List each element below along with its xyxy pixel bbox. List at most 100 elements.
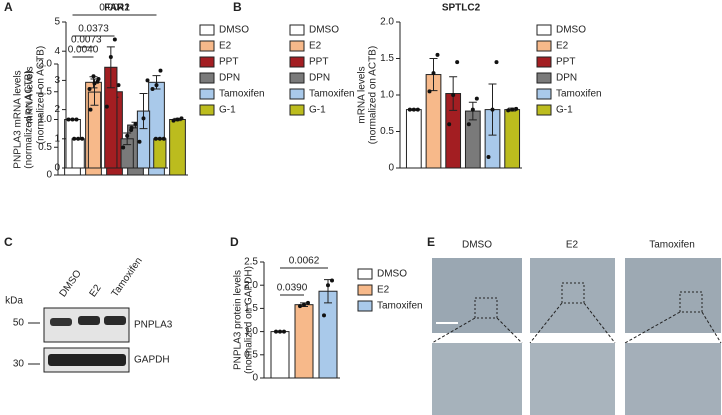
data-point bbox=[96, 76, 101, 81]
legend-label: DMSO bbox=[309, 25, 339, 36]
data-point bbox=[76, 136, 81, 141]
data-point bbox=[474, 96, 479, 101]
chart-title: SPTLC2 bbox=[442, 3, 481, 14]
data-point bbox=[74, 117, 79, 122]
y-axis-label: PNPLA3 protein levels bbox=[233, 270, 244, 370]
data-point bbox=[133, 121, 138, 126]
p-value: 0.0073 bbox=[71, 35, 102, 46]
legend-label: Tamoxifen bbox=[377, 301, 423, 312]
data-point bbox=[506, 108, 511, 113]
data-point bbox=[171, 118, 176, 123]
legend-swatch bbox=[199, 40, 215, 52]
data-point bbox=[298, 304, 302, 309]
data-point bbox=[153, 136, 158, 141]
legend-label: E2 bbox=[377, 285, 390, 296]
data-point bbox=[70, 117, 75, 122]
legend-label: Tamoxifen bbox=[309, 89, 355, 100]
column-label: DMSO bbox=[462, 240, 492, 251]
legend-label: E2 bbox=[219, 41, 232, 52]
legend-swatch bbox=[536, 104, 552, 116]
legend-swatch bbox=[199, 72, 215, 84]
bar bbox=[270, 331, 290, 379]
y-tick-label: 1.5 bbox=[244, 303, 258, 314]
p-value: 0.0390 bbox=[277, 283, 308, 294]
data-point bbox=[411, 107, 416, 112]
chart: SPTLC2 mRNA levels (normalized on ACTB) 0 0.… bbox=[357, 3, 602, 174]
data-point bbox=[88, 107, 93, 112]
data-point bbox=[451, 93, 456, 97]
y-tick-label: 0.5 bbox=[38, 142, 52, 153]
bar bbox=[294, 304, 314, 379]
y-tick-label: 0 bbox=[388, 163, 394, 174]
legend-label: DPN bbox=[309, 73, 330, 84]
y-tick-label: 0 bbox=[252, 373, 258, 384]
data-point bbox=[466, 122, 471, 127]
zoom-box bbox=[474, 297, 498, 319]
legend-swatch bbox=[536, 72, 552, 84]
bar bbox=[71, 138, 85, 169]
data-point bbox=[158, 68, 163, 73]
lane-label: Tamoxifen bbox=[110, 256, 145, 300]
y-tick-label: 2 bbox=[54, 104, 60, 115]
bar bbox=[153, 138, 167, 169]
y-tick-label: 2.0 bbox=[244, 280, 258, 291]
y-tick-label: 0 bbox=[54, 163, 60, 174]
panel-letter: C bbox=[4, 235, 13, 249]
legend-label: PPT bbox=[219, 57, 238, 68]
data-point bbox=[490, 107, 495, 112]
data-point bbox=[91, 74, 96, 79]
legend-swatch bbox=[199, 24, 215, 36]
legend-swatch bbox=[536, 40, 552, 52]
y-axis-label: (normalized on ACTB) bbox=[36, 46, 47, 144]
data-point bbox=[415, 107, 420, 112]
data-point bbox=[510, 107, 515, 112]
p-value: 0.0062 bbox=[289, 256, 320, 267]
column-label: E2 bbox=[566, 240, 579, 251]
marker-label: 50 bbox=[13, 318, 25, 329]
data-point bbox=[282, 329, 286, 334]
y-tick-label: 1.0 bbox=[244, 326, 258, 337]
legend-label: PPT bbox=[309, 57, 328, 68]
y-tick-label: 1 bbox=[54, 133, 60, 144]
data-point bbox=[154, 83, 159, 88]
panel-letter: D bbox=[230, 235, 239, 249]
micrograph-zoom bbox=[625, 343, 721, 415]
y-tick-label: 2.0 bbox=[38, 59, 52, 70]
micrograph-zoom bbox=[432, 343, 522, 415]
micrograph bbox=[432, 258, 522, 333]
y-tick-label: 0 bbox=[46, 170, 52, 181]
y-tick-label: 1.0 bbox=[38, 114, 52, 125]
data-point bbox=[427, 89, 432, 94]
band-label: PNPLA3 bbox=[134, 320, 173, 331]
legend-swatch bbox=[536, 88, 552, 100]
y-tick-label: 1.0 bbox=[380, 90, 394, 101]
y-tick-label: 4 bbox=[54, 46, 60, 57]
zoom-line bbox=[431, 302, 722, 344]
data-point bbox=[66, 117, 71, 122]
micrograph bbox=[625, 258, 721, 333]
legend-swatch bbox=[536, 56, 552, 68]
data-point bbox=[330, 278, 334, 283]
legend-label: G-1 bbox=[309, 105, 326, 116]
legend-swatch bbox=[357, 284, 373, 296]
blot-band bbox=[50, 318, 72, 326]
panel-letter: B bbox=[233, 0, 242, 14]
legend-label: Tamoxifen bbox=[556, 89, 602, 100]
data-point bbox=[326, 283, 330, 288]
data-point bbox=[175, 117, 180, 122]
bar bbox=[318, 290, 338, 379]
legend-label: G-1 bbox=[556, 105, 573, 116]
data-point bbox=[116, 83, 121, 88]
p-value: 0.0042 bbox=[99, 3, 130, 14]
y-axis-label: (normalized on GAPDH) bbox=[244, 266, 255, 374]
legend-label: E2 bbox=[309, 41, 322, 52]
micrograph-panel: E DMSO E2 Tamoxifen bbox=[427, 235, 722, 415]
data-point bbox=[112, 37, 117, 42]
data-point bbox=[447, 122, 452, 127]
chart: B FAR1 mRNA levels (normalized on ACTB) 0 1 2 3… bbox=[25, 0, 355, 173]
p-value: 0.0373 bbox=[78, 24, 109, 35]
data-point bbox=[92, 81, 97, 86]
y-axis-label: (normalized on ACTB) bbox=[24, 70, 35, 168]
data-point bbox=[486, 155, 491, 160]
